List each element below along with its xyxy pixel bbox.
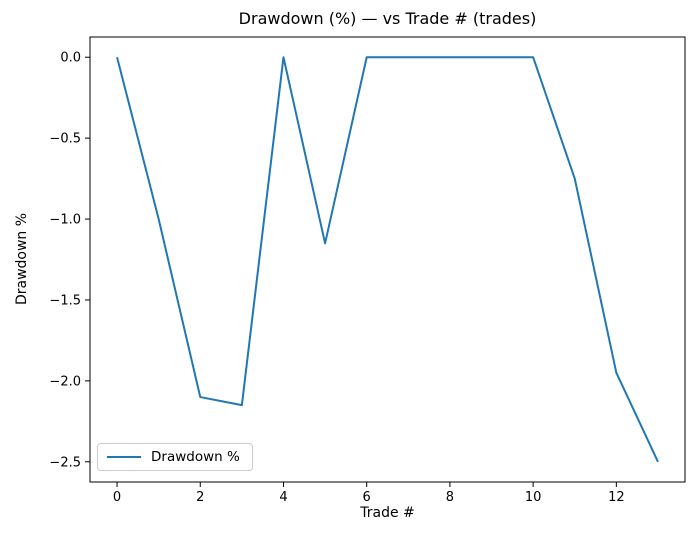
drawdown-line bbox=[116, 56, 659, 463]
x-tick-label: 6 bbox=[363, 490, 371, 505]
x-tick-label: 10 bbox=[525, 490, 542, 505]
y-tick-label: −1.5 bbox=[49, 293, 81, 308]
x-tick-label: 4 bbox=[279, 490, 287, 505]
x-tick-label: 2 bbox=[196, 490, 204, 505]
chart-title: Drawdown (%) — vs Trade # (trades) bbox=[238, 9, 537, 28]
y-tick-label: −2.0 bbox=[49, 374, 81, 389]
y-tick-label: −0.5 bbox=[49, 132, 81, 147]
x-tick-label: 0 bbox=[113, 490, 121, 505]
y-tick-label: −2.5 bbox=[49, 455, 81, 470]
legend: Drawdown % bbox=[97, 443, 253, 471]
x-axis-label: Trade # bbox=[360, 505, 415, 521]
x-tick-label: 12 bbox=[608, 490, 625, 505]
y-tick-label: 0.0 bbox=[60, 51, 81, 66]
legend-label: Drawdown % bbox=[151, 449, 240, 465]
plot-frame bbox=[89, 36, 686, 483]
y-tick-label: −1.0 bbox=[49, 213, 81, 228]
y-axis-label: Drawdown % bbox=[14, 212, 30, 306]
legend-line-sample-icon bbox=[107, 456, 141, 458]
x-tick-label: 8 bbox=[446, 490, 454, 505]
